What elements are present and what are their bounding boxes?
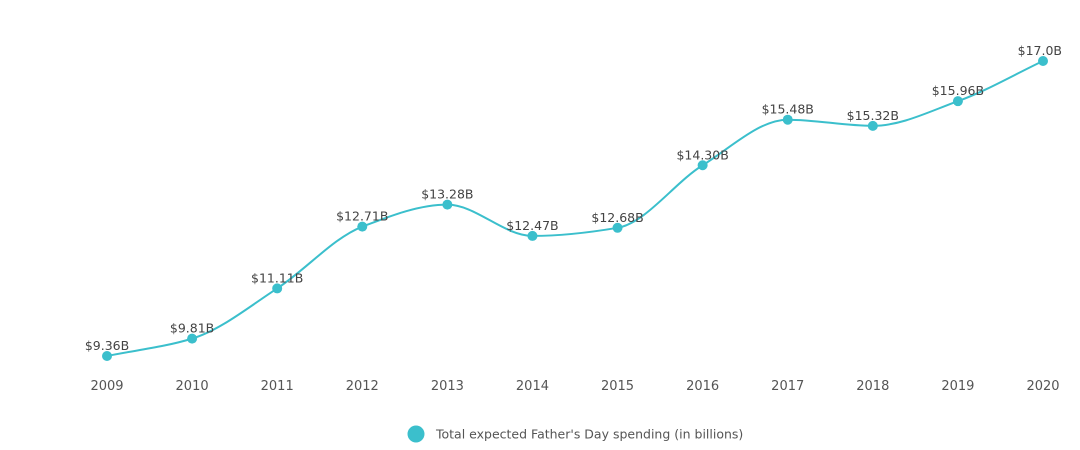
data-point-2018[interactable] (867, 120, 878, 131)
x-tick-label-2010: 2010 (176, 379, 209, 394)
data-point-layer (102, 56, 1048, 361)
data-point-2019[interactable] (952, 96, 963, 107)
x-tick-label-2018: 2018 (856, 379, 889, 394)
data-point-2015[interactable] (612, 222, 623, 233)
data-label-2009: $9.36B (85, 338, 129, 353)
x-tick-label-2012: 2012 (346, 379, 379, 394)
series-line (106, 60, 1044, 357)
x-tick-label-2016: 2016 (686, 379, 719, 394)
x-tick-label-2011: 2011 (261, 379, 294, 394)
x-tick-label-2017: 2017 (771, 379, 804, 394)
x-axis: 2009 2010 2011 2012 2013 2014 2015 2016 2017 2018… (90, 379, 1059, 394)
data-label-2016: $14.30B (676, 147, 728, 162)
series-line-layer (106, 60, 1044, 357)
data-point-2010[interactable] (187, 333, 198, 344)
data-label-2013: $13.28B (421, 187, 473, 202)
x-tick-label-2019: 2019 (941, 379, 974, 394)
data-point-2020[interactable] (1038, 56, 1048, 66)
x-tick-label-2009: 2009 (90, 379, 123, 394)
data-point-2014[interactable] (527, 230, 538, 241)
legend-label[interactable]: Total expected Father's Day spending (in… (435, 427, 743, 442)
data-label-2018: $15.32B (847, 108, 899, 123)
data-label-2011: $11.11B (251, 270, 303, 285)
data-point-2009[interactable] (102, 351, 112, 361)
x-tick-label-2020: 2020 (1026, 379, 1059, 394)
data-label-2017: $15.48B (762, 102, 814, 117)
data-point-2013[interactable] (442, 199, 453, 210)
data-label-layer: $9.36B $9.81B $11.11B $12.71B $13.28B $12.47B… (85, 43, 1062, 353)
legend[interactable]: Total expected Father's Day spending (in… (407, 425, 744, 443)
data-point-2017[interactable] (782, 114, 793, 125)
data-label-2014: $12.47B (506, 218, 558, 233)
x-tick-label-2013: 2013 (431, 379, 464, 394)
data-label-2019: $15.96B (932, 83, 984, 98)
data-label-2020: $17.0B (1018, 43, 1062, 58)
data-point-2012[interactable] (357, 221, 368, 232)
x-tick-label-2014: 2014 (516, 379, 549, 394)
data-label-2012: $12.71B (336, 209, 388, 224)
data-point-2011[interactable] (272, 283, 283, 294)
data-label-2010: $9.81B (170, 321, 214, 336)
legend-swatch[interactable] (407, 425, 425, 443)
data-label-2015: $12.68B (591, 210, 643, 225)
data-point-2016[interactable] (697, 160, 708, 171)
x-tick-label-2015: 2015 (601, 379, 634, 394)
